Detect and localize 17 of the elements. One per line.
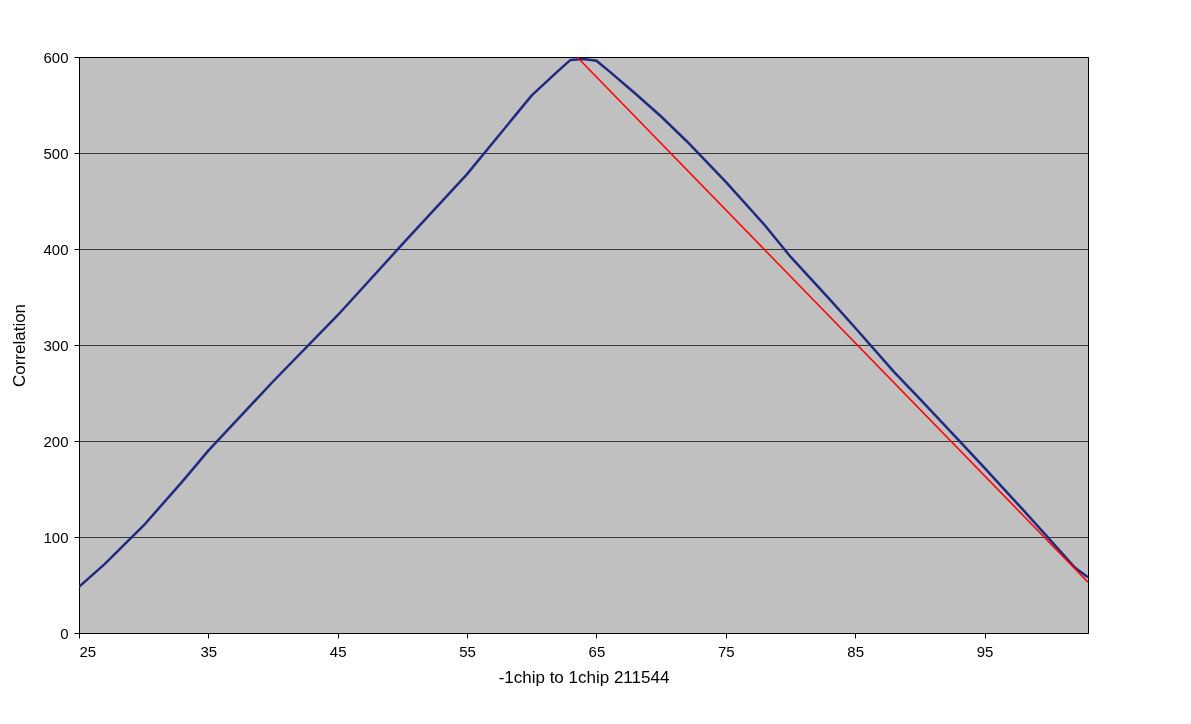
x-tick-label: 35 [200, 642, 218, 660]
y-tick-label: 500 [43, 144, 69, 162]
y-tick-label: 0 [60, 624, 69, 642]
y-tick-label: 300 [43, 336, 69, 354]
y-axis-title: Correlation [10, 303, 30, 388]
x-tick-label: 85 [847, 642, 864, 660]
x-tick-label: 55 [459, 642, 476, 660]
x-tick-label: 65 [588, 642, 606, 660]
x-tick-label: 25 [79, 642, 97, 660]
x-tick-label: 45 [329, 642, 347, 660]
y-tick-label: 100 [43, 528, 69, 546]
y-tick-label: 600 [43, 48, 69, 66]
y-tick-label: 400 [43, 240, 69, 258]
x-axis-title: -1chip to 1chip 211544 [498, 667, 670, 687]
x-tick-label: 95 [976, 642, 994, 660]
x-tick-label: 75 [717, 642, 735, 660]
y-tick-label: 200 [43, 432, 69, 450]
